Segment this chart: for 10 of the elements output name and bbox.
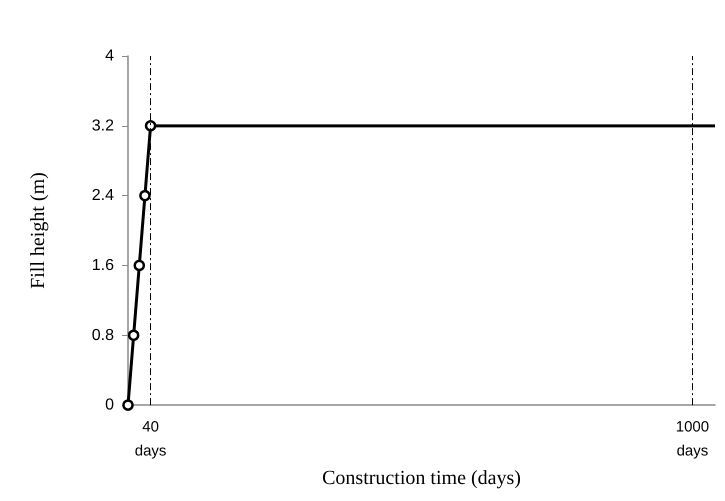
y-tick-label: 0.8 <box>92 326 114 344</box>
x-tick-label: 40 days <box>134 418 166 460</box>
y-tick-label: 0 <box>105 396 114 414</box>
y-tick-label: 3.2 <box>92 117 114 134</box>
x-tick-label: 1000 days <box>676 418 710 460</box>
y-tick-label: 1.6 <box>92 256 114 274</box>
y-tick-label: 2.4 <box>92 187 114 204</box>
y-axis-title: Fill height (m) <box>27 172 49 289</box>
y-tick-label: 4 <box>105 48 114 64</box>
x-axis-title: Construction time (days) <box>322 467 521 489</box>
